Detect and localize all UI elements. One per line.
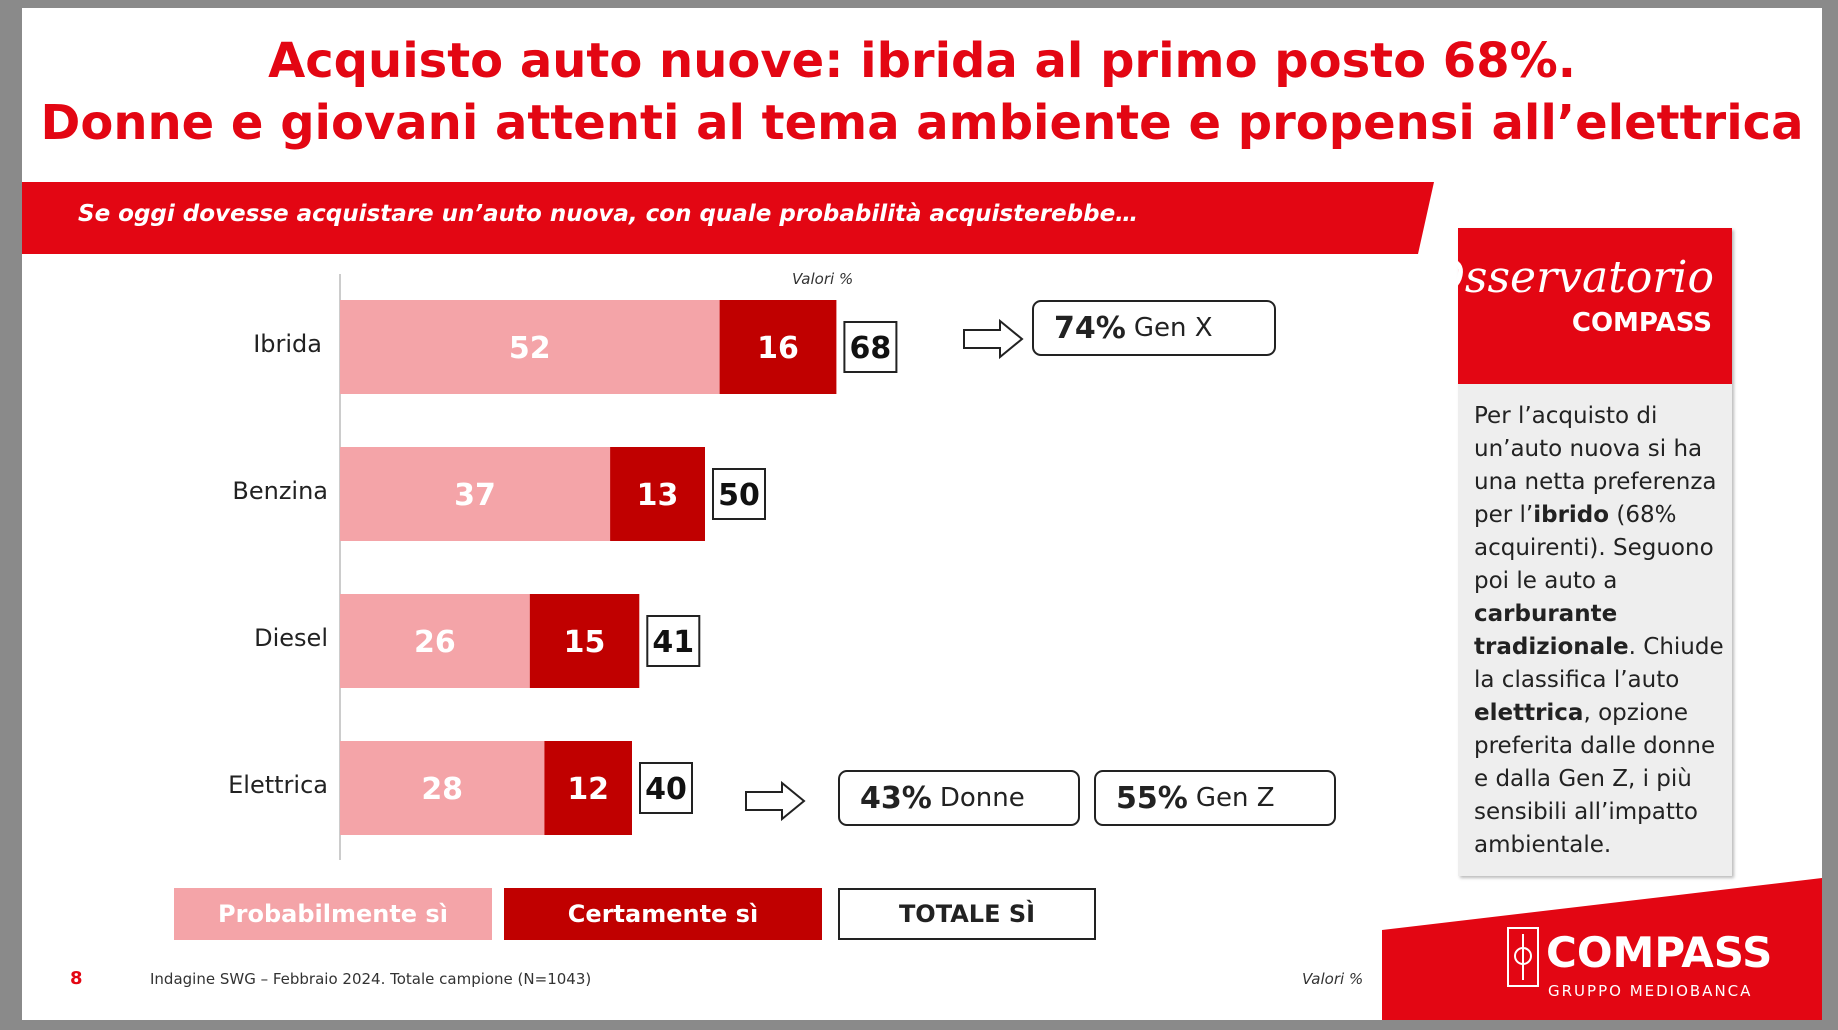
- total-value-label: 40: [645, 772, 687, 807]
- total-box-ibrida: [843, 321, 898, 373]
- side-panel-text: Per l’acquisto di un’auto nuova si ha un…: [1474, 400, 1724, 862]
- bar-diesel-probabilmente: [340, 594, 530, 688]
- side-text-segment: . Chiude la classifica l’auto: [1474, 634, 1724, 693]
- title-line-2: Donne e giovani attenti al tema ambiente…: [40, 95, 1804, 151]
- total-box-diesel: [646, 615, 701, 667]
- note-box-gen-x: 74% Gen X: [1032, 300, 1276, 356]
- note-box-gen-z: 55% Gen Z: [1094, 770, 1336, 826]
- bar-value-label: 13: [637, 478, 679, 513]
- side-text-highlight: elettrica: [1474, 700, 1584, 726]
- bar-value-label: 26: [414, 625, 456, 660]
- osservatorio-logo: Osservatorio COMPASS: [1429, 228, 1732, 384]
- unit-label-bottom: Valori %: [1302, 970, 1364, 988]
- total-box-benzina: [712, 468, 766, 520]
- page-number: 8: [70, 968, 83, 989]
- bar-value-label: 28: [421, 772, 463, 807]
- bar-value-label: 37: [454, 478, 496, 513]
- source-note: Indagine SWG – Febbraio 2024. Totale cam…: [150, 970, 592, 988]
- title-line-1: Acquisto auto nuove: ibrida al primo pos…: [268, 33, 1576, 89]
- bar-ibrida-probabilmente: [340, 300, 720, 394]
- total-box-elettrica: [639, 762, 693, 814]
- stacked-bar-chart: 52 16 68 37 13 50 26 15 41 28 12 40: [339, 274, 898, 860]
- bar-benzina-certamente: [610, 447, 705, 541]
- unit-label-top: Valori %: [792, 270, 854, 288]
- logo-compass-text: COMPASS: [1571, 308, 1712, 338]
- compass-emblem-icon: [1507, 927, 1539, 987]
- legend-totale: TOTALE SÌ: [838, 888, 1096, 940]
- arrow-right-icon: [963, 318, 1024, 360]
- question-text: Se oggi dovesse acquistare un’auto nuova…: [78, 201, 1139, 227]
- category-label-elettrica: Elettrica: [228, 771, 328, 799]
- page-title: Acquisto auto nuove: ibrida al primo pos…: [22, 30, 1822, 154]
- logo-osservatorio-text: Osservatorio: [1428, 252, 1714, 303]
- category-label-ibrida: Ibrida: [253, 330, 322, 358]
- side-text-segment: (68% acquirenti). Seguono poi le auto a: [1474, 502, 1714, 594]
- total-value-label: 68: [850, 331, 892, 366]
- note-value: 74%: [1054, 310, 1126, 346]
- banner-shape: [22, 182, 1434, 254]
- note-box-donne: 43% Donne: [838, 770, 1080, 826]
- bar-value-label: 12: [567, 772, 609, 807]
- side-text-segment: Per l’acquisto di un’auto nuova si ha un…: [1474, 403, 1717, 528]
- arrow-right-icon: [745, 780, 806, 822]
- bar-benzina-probabilmente: [340, 447, 611, 541]
- bar-elettrica-probabilmente: [340, 741, 545, 835]
- category-label-diesel: Diesel: [254, 624, 328, 652]
- side-text-highlight: ibrido: [1533, 502, 1610, 528]
- bar-elettrica-certamente: [544, 741, 632, 835]
- note-label: Gen X: [1133, 313, 1213, 343]
- legend-certamente: Certamente sì: [504, 888, 822, 940]
- slide: Acquisto auto nuove: ibrida al primo pos…: [22, 8, 1822, 1020]
- brand-subtitle: GRUPPO MEDIOBANCA: [1548, 982, 1753, 1000]
- category-label-benzina: Benzina: [232, 477, 328, 505]
- question-banner: Se oggi dovesse acquistare un’auto nuova…: [22, 182, 1434, 254]
- bar-value-label: 16: [757, 331, 799, 366]
- note-label: Donne: [939, 783, 1025, 813]
- side-text-highlight: carburante tradizionale: [1474, 601, 1629, 660]
- brand-name: COMPASS: [1546, 928, 1773, 977]
- side-text-segment: , opzione preferita dalle donne e dalla …: [1474, 700, 1716, 858]
- note-value: 43%: [860, 780, 932, 816]
- note-label: Gen Z: [1195, 783, 1275, 813]
- total-value-label: 41: [652, 625, 694, 660]
- note-value: 55%: [1116, 780, 1188, 816]
- legend-probabilmente: Probabilmente sì: [174, 888, 492, 940]
- footer-red-shape: [1382, 878, 1822, 1020]
- total-value-label: 50: [718, 478, 760, 513]
- bar-ibrida-certamente: [719, 300, 837, 394]
- bar-value-label: 15: [564, 625, 606, 660]
- bar-value-label: 52: [509, 331, 551, 366]
- side-panel: Osservatorio COMPASS Per l’acquisto di u…: [1429, 228, 1732, 876]
- bar-diesel-certamente: [529, 594, 640, 688]
